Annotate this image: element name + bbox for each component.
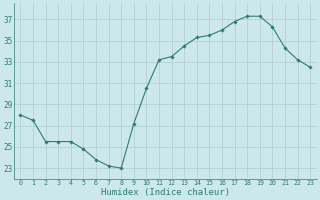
X-axis label: Humidex (Indice chaleur): Humidex (Indice chaleur) [101, 188, 230, 197]
